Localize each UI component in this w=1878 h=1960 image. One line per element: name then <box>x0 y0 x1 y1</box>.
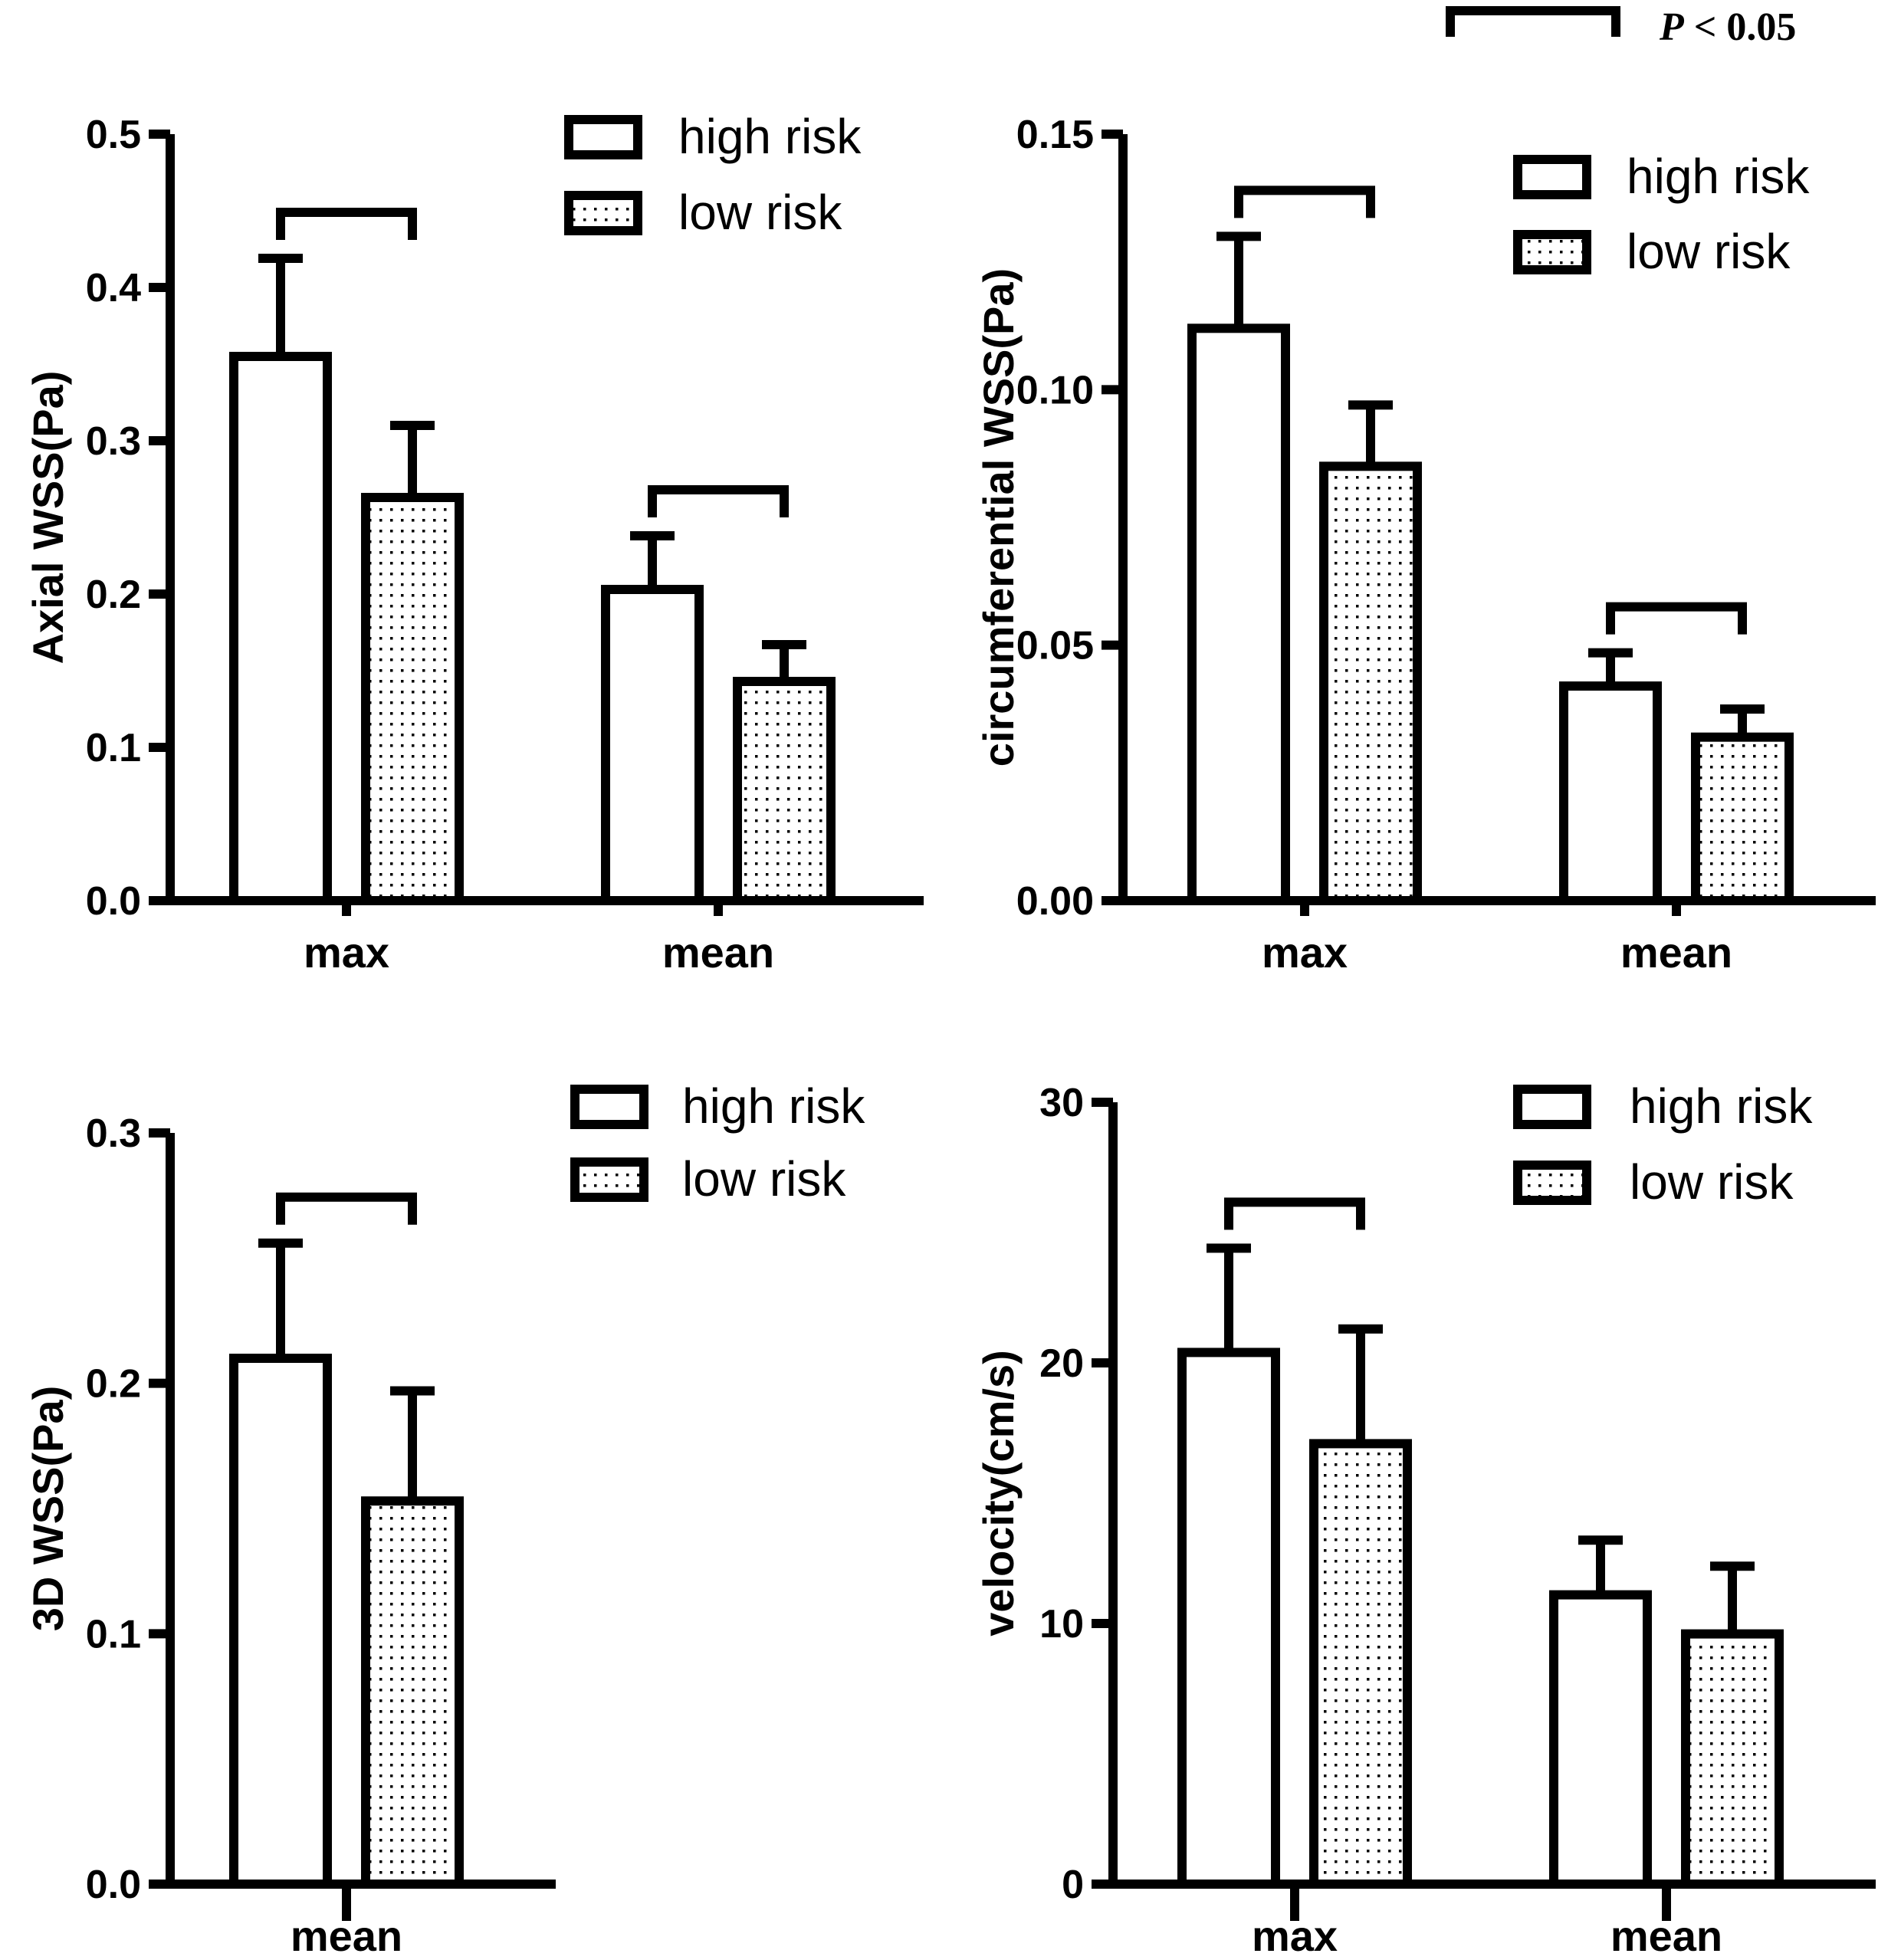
significance-bracket-mean <box>648 485 789 517</box>
p-italic: P <box>1659 5 1685 49</box>
significance-bracket-max <box>1234 185 1375 218</box>
legend-label-low-risk: low risk <box>1630 1154 1794 1210</box>
significance-bracket-mean <box>276 1192 417 1225</box>
legend-label-low-risk: low risk <box>682 1151 846 1207</box>
bar-high-risk-mean <box>229 1354 332 1889</box>
y-axis-title: circumferential WSS(Pa) <box>974 268 1023 767</box>
y-tick-label: 0 <box>1062 1863 1084 1907</box>
y-tick-label: 0.0 <box>86 1863 141 1907</box>
x-tick-label-max: max <box>304 928 389 977</box>
axial-wss-chart: 0.0 0.1 0.2 0.3 0.4 0.5 Axial WSS(Pa) max mean hi… <box>24 109 924 977</box>
significance-key: P < 0.05 <box>1446 5 1796 49</box>
bar-high-risk-max <box>1177 1348 1280 1889</box>
x-tick-label-max: max <box>1262 928 1348 977</box>
x-tick-label-max: max <box>1252 1912 1338 1960</box>
y-tick-label: 0.1 <box>86 1612 141 1656</box>
legend-label-high-risk: high risk <box>1630 1078 1813 1134</box>
legend-label-high-risk: high risk <box>678 109 862 164</box>
bar-low-risk-mean <box>733 677 836 905</box>
bar-low-risk-max <box>1309 1439 1412 1889</box>
p-value-label: P < 0.05 <box>1659 5 1796 49</box>
y-tick-label: 0.1 <box>86 726 141 770</box>
3d-wss-chart: 0.0 0.1 0.2 0.3 3D WSS(Pa) mean high risk low r… <box>24 1078 865 1960</box>
x-tick-label-mean: mean <box>662 928 774 977</box>
legend-label-high-risk: high risk <box>682 1078 865 1134</box>
bar-low-risk-max <box>1319 461 1422 905</box>
legend-swatch-low-risk <box>1513 230 1591 274</box>
significance-bracket-mean <box>1606 602 1747 635</box>
legend-swatch-high-risk <box>1513 155 1591 199</box>
y-tick-label: 0.05 <box>1016 624 1094 668</box>
y-axis-title: 3D WSS(Pa) <box>24 1386 72 1632</box>
legend-swatch-low-risk <box>564 191 642 235</box>
legend: high risk low risk <box>1513 149 1810 279</box>
legend-label-low-risk: low risk <box>678 185 842 240</box>
velocity-chart: 0 10 20 30 velocity(cm/s) max mean high risk low… <box>974 1078 1876 1960</box>
bar-high-risk-mean <box>601 585 704 905</box>
legend-swatch-high-risk <box>570 1085 648 1129</box>
legend-swatch-low-risk <box>570 1157 648 1202</box>
bar-low-risk-mean <box>361 1496 464 1889</box>
y-tick-label: 30 <box>1039 1081 1084 1125</box>
y-tick-label: 20 <box>1039 1341 1084 1386</box>
significance-bracket-max <box>276 208 417 240</box>
y-tick-label: 0.5 <box>86 113 141 157</box>
bar-high-risk-max <box>1187 323 1290 906</box>
legend-label-low-risk: low risk <box>1627 224 1791 279</box>
y-tick-label: 0.10 <box>1016 368 1094 412</box>
y-axis-title: velocity(cm/s) <box>974 1350 1023 1637</box>
bar-low-risk-mean <box>1681 1629 1784 1889</box>
y-tick-label: 10 <box>1039 1602 1084 1646</box>
y-tick-label: 0.2 <box>86 1362 141 1407</box>
x-tick-label-mean: mean <box>1610 1912 1722 1960</box>
significance-key-bracket <box>1446 6 1620 37</box>
y-tick-label: 0.4 <box>86 266 141 310</box>
y-axis-title: Axial WSS(Pa) <box>24 371 72 665</box>
legend: high risk low risk <box>1513 1078 1813 1210</box>
y-tick-label: 0.3 <box>86 419 141 464</box>
x-tick-label-mean: mean <box>291 1912 402 1960</box>
bar-low-risk-mean <box>1691 732 1794 906</box>
y-tick-label: 0.15 <box>1016 113 1094 157</box>
bar-high-risk-mean <box>1559 681 1662 905</box>
y-tick-label: 0.0 <box>86 879 141 924</box>
circumferential-wss-chart: 0.00 0.05 0.10 0.15 circumferential WSS(Pa) m… <box>974 113 1876 977</box>
bar-high-risk-mean <box>1549 1590 1652 1889</box>
significance-bracket-max <box>1224 1197 1365 1230</box>
legend-label-high-risk: high risk <box>1627 149 1810 204</box>
y-tick-label: 0.00 <box>1016 879 1094 924</box>
bar-low-risk-max <box>361 493 464 905</box>
legend-swatch-high-risk <box>564 115 642 159</box>
legend: high risk low risk <box>564 109 862 240</box>
bar-high-risk-max <box>229 352 332 905</box>
legend-swatch-low-risk <box>1513 1161 1591 1205</box>
p-threshold: < 0.05 <box>1684 5 1797 49</box>
x-tick-label-mean: mean <box>1620 928 1732 977</box>
legend: high risk low risk <box>570 1078 865 1207</box>
legend-swatch-high-risk <box>1513 1085 1591 1129</box>
y-tick-label: 0.3 <box>86 1111 141 1156</box>
y-tick-label: 0.2 <box>86 573 141 617</box>
